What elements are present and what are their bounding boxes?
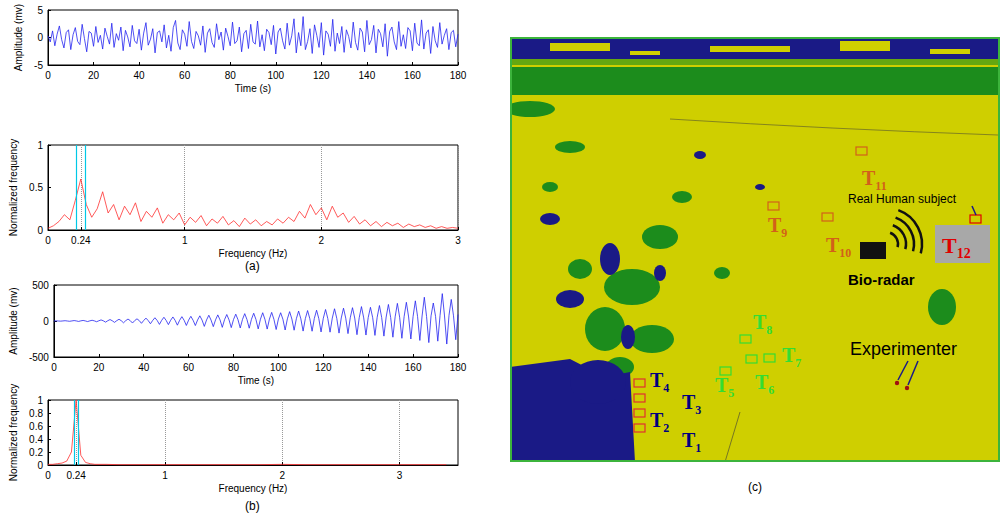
svg-text:0: 0 [37,460,43,471]
svg-text:Frequency (Hz): Frequency (Hz) [219,483,288,494]
svg-text:T10: T10 [826,234,851,260]
svg-text:T12: T12 [942,233,971,261]
svg-text:T11: T11 [862,167,887,193]
svg-text:0: 0 [37,225,43,236]
svg-text:1: 1 [37,140,43,151]
svg-text:160: 160 [404,70,421,81]
svg-text:20: 20 [93,362,105,373]
svg-text:T3: T3 [682,391,701,417]
svg-text:2: 2 [319,235,325,246]
svg-text:0.6: 0.6 [29,421,43,432]
svg-text:T2: T2 [650,409,669,435]
svg-text:Time (s): Time (s) [238,375,274,386]
svg-text:Normalized frequency: Normalized frequency [8,139,19,236]
svg-text:T9: T9 [768,214,787,240]
svg-text:T6: T6 [755,371,774,397]
svg-text:(b): (b) [245,499,260,513]
svg-text:0.2: 0.2 [29,447,43,458]
svg-text:100: 100 [270,362,287,373]
svg-text:100: 100 [267,70,284,81]
svg-text:80: 80 [228,362,240,373]
svg-text:5: 5 [37,5,43,16]
svg-text:0: 0 [45,70,51,81]
svg-text:120: 120 [313,70,330,81]
svg-text:60: 60 [183,362,195,373]
svg-text:0: 0 [45,235,51,246]
svg-text:40: 40 [138,362,150,373]
svg-text:-5: -5 [34,60,43,71]
svg-text:0.24: 0.24 [66,470,86,481]
svg-text:1: 1 [37,395,43,406]
svg-text:0.5: 0.5 [29,182,43,193]
svg-text:140: 140 [360,362,377,373]
svg-text:0.24: 0.24 [71,235,91,246]
svg-text:80: 80 [225,70,237,81]
svg-text:3: 3 [455,235,461,246]
html-text:(c): (c) [748,480,762,494]
svg-text:140: 140 [359,70,376,81]
svg-text:T5: T5 [715,374,734,400]
svg-text:T1: T1 [682,429,701,455]
svg-text:Experimenter: Experimenter [850,339,957,359]
svg-text:1: 1 [182,235,188,246]
svg-text:0: 0 [51,362,57,373]
svg-text:180: 180 [450,70,467,81]
svg-text:Amplitude (mv): Amplitude (mv) [13,4,24,71]
svg-text:0: 0 [37,32,43,43]
svg-text:120: 120 [315,362,332,373]
svg-text:Frequency (Hz): Frequency (Hz) [219,248,288,259]
svg-text:500: 500 [32,280,49,291]
svg-text:T8: T8 [753,311,772,337]
svg-text:2: 2 [280,470,286,481]
svg-text:60: 60 [179,70,191,81]
svg-text:0: 0 [43,316,49,327]
svg-text:T7: T7 [782,344,801,370]
svg-text:0.8: 0.8 [29,408,43,419]
svg-text:-500: -500 [29,352,49,363]
svg-text:(a): (a) [245,259,260,273]
svg-text:Real Human subject: Real Human subject [848,192,957,206]
svg-text:0.4: 0.4 [29,434,43,445]
svg-text:Bio-radar: Bio-radar [848,271,915,288]
svg-text:3: 3 [397,470,403,481]
svg-text:0: 0 [45,470,51,481]
svg-text:180: 180 [450,362,467,373]
svg-text:Normalized frequency: Normalized frequency [8,384,19,481]
svg-text:160: 160 [405,362,422,373]
svg-text:1: 1 [162,470,168,481]
svg-text:40: 40 [134,70,146,81]
svg-text:Amplitude (mv): Amplitude (mv) [8,287,19,354]
svg-text:T4: T4 [650,369,669,395]
svg-text:Time (s): Time (s) [235,83,271,94]
svg-text:20: 20 [88,70,100,81]
